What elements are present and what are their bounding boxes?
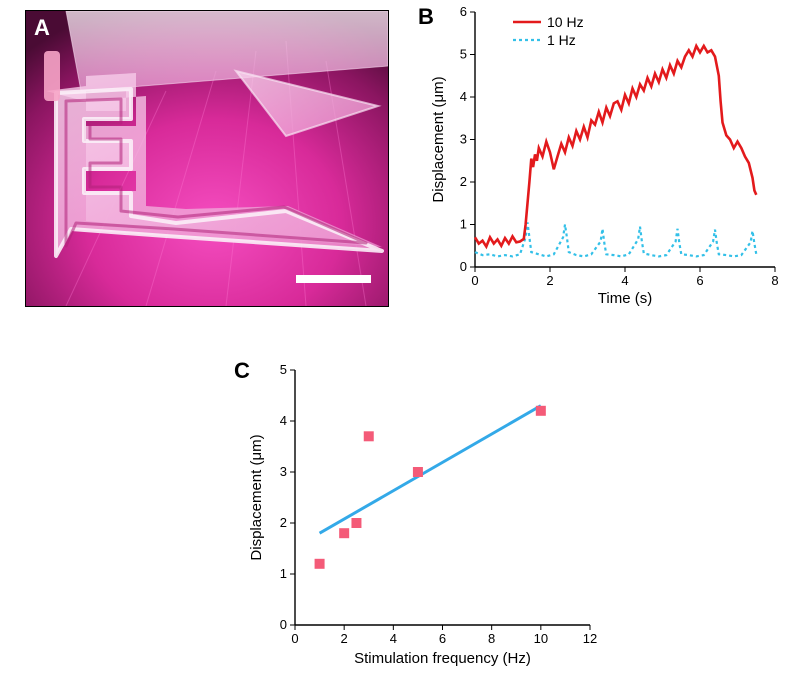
series-1hz bbox=[475, 222, 756, 256]
svg-text:Displacement (μm): Displacement (μm) bbox=[430, 76, 447, 202]
connector-stub bbox=[44, 51, 60, 101]
panel-a-label: A bbox=[34, 15, 50, 41]
fit-line bbox=[320, 406, 541, 534]
svg-text:6: 6 bbox=[696, 273, 703, 288]
svg-text:10: 10 bbox=[534, 631, 548, 646]
svg-text:1: 1 bbox=[280, 566, 287, 581]
svg-text:8: 8 bbox=[488, 631, 495, 646]
svg-text:Time (s): Time (s) bbox=[598, 290, 652, 307]
svg-text:1: 1 bbox=[460, 217, 467, 232]
figure-root: A B 012345602468Time (s)Displacement (μm… bbox=[0, 0, 800, 679]
svg-text:8: 8 bbox=[771, 273, 778, 288]
svg-text:Displacement (μm): Displacement (μm) bbox=[248, 434, 265, 560]
svg-text:4: 4 bbox=[280, 413, 287, 428]
svg-text:3: 3 bbox=[280, 464, 287, 479]
svg-text:3: 3 bbox=[460, 132, 467, 147]
svg-text:0: 0 bbox=[291, 631, 298, 646]
svg-text:5: 5 bbox=[460, 47, 467, 62]
svg-text:2: 2 bbox=[280, 515, 287, 530]
data-point bbox=[364, 432, 373, 441]
data-point bbox=[352, 519, 361, 528]
svg-text:2: 2 bbox=[341, 631, 348, 646]
svg-text:6: 6 bbox=[439, 631, 446, 646]
svg-text:4: 4 bbox=[390, 631, 397, 646]
svg-text:4: 4 bbox=[621, 273, 628, 288]
panel-a-photo: A bbox=[25, 10, 389, 307]
svg-text:5: 5 bbox=[280, 362, 287, 377]
data-point bbox=[340, 529, 349, 538]
svg-text:10 Hz: 10 Hz bbox=[547, 14, 584, 30]
series-10hz bbox=[475, 46, 756, 247]
svg-text:12: 12 bbox=[583, 631, 597, 646]
panel-a-illustration bbox=[26, 11, 388, 306]
svg-text:2: 2 bbox=[546, 273, 553, 288]
svg-text:4: 4 bbox=[460, 89, 467, 104]
legend: 10 Hz 1 Hz bbox=[513, 14, 584, 48]
svg-text:0: 0 bbox=[280, 617, 287, 632]
data-point bbox=[413, 468, 422, 477]
svg-text:Stimulation frequency (Hz): Stimulation frequency (Hz) bbox=[354, 650, 531, 667]
svg-text:6: 6 bbox=[460, 4, 467, 19]
panel-b-chart: 0 1 2 3 4 5 6 0 2 4 6 8 Time (s) Displacement (μm) 10 … bbox=[430, 0, 800, 320]
data-point bbox=[536, 406, 545, 415]
panel-c-chart: 012345024681012Stimulation frequency (Hz… bbox=[240, 350, 620, 670]
svg-text:0: 0 bbox=[460, 259, 467, 274]
data-point bbox=[315, 559, 324, 568]
svg-text:0: 0 bbox=[471, 273, 478, 288]
svg-text:1 Hz: 1 Hz bbox=[547, 32, 576, 48]
svg-text:2: 2 bbox=[460, 174, 467, 189]
